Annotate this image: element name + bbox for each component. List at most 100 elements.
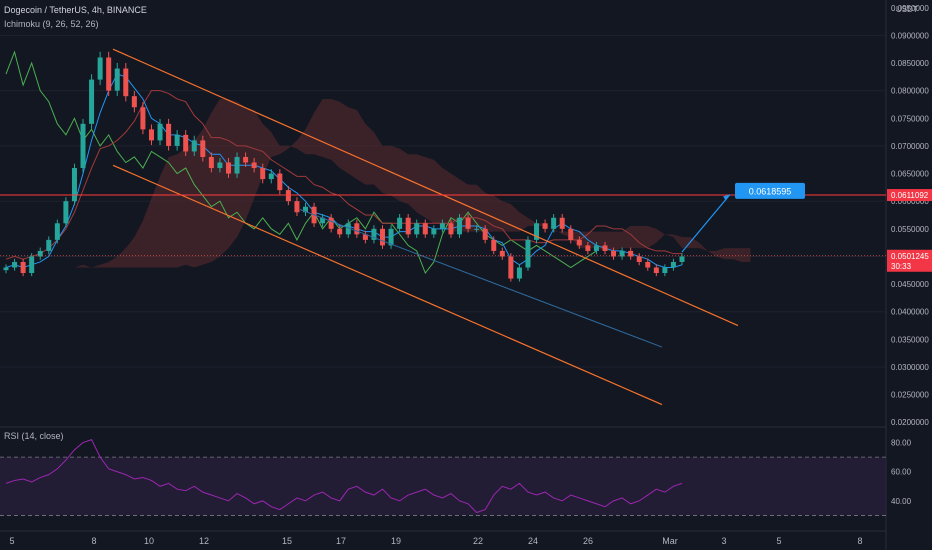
candle-body — [593, 245, 599, 251]
price-tick-label: 0.0400000 — [891, 308, 929, 317]
candle-body — [525, 239, 531, 268]
price-tick-label: 0.0200000 — [891, 418, 929, 427]
resistance-badge-text: 0.0611092 — [891, 191, 929, 200]
channel-lower-line — [112, 164, 663, 406]
candle-body — [12, 261, 18, 268]
rsi-tick-label: 80.00 — [891, 439, 912, 448]
price-tick-label: 0.0300000 — [891, 363, 929, 372]
time-tick-label: 24 — [528, 536, 538, 546]
candle-body — [234, 156, 240, 174]
candle-body — [568, 228, 574, 240]
ichimoku-lagging-span — [5, 50, 597, 275]
time-tick-label: 12 — [199, 536, 209, 546]
price-tick-label: 0.0700000 — [891, 142, 929, 151]
candle-body — [397, 217, 403, 229]
price-tick-label: 0.0450000 — [891, 280, 929, 289]
candle-body — [611, 250, 617, 257]
candle-body — [422, 223, 428, 235]
time-tick-label: Mar — [662, 536, 678, 546]
candle-body — [29, 256, 35, 274]
candle-body — [294, 201, 300, 213]
candle-body — [63, 201, 69, 224]
resistance-badge — [887, 189, 932, 202]
symbol-title[interactable]: Dogecoin / TetherUS, 4h, BINANCE — [4, 5, 147, 15]
candle-body — [80, 123, 86, 169]
candle-body — [371, 228, 377, 240]
candle-body — [628, 250, 634, 257]
price-tick-label: 0.0750000 — [891, 114, 929, 123]
target-label-box — [735, 182, 805, 199]
time-tick-label: 5 — [9, 536, 14, 546]
time-tick-label: 19 — [391, 536, 401, 546]
candle-body — [662, 267, 668, 274]
time-tick-label: 15 — [282, 536, 292, 546]
candle-body — [465, 217, 471, 229]
candle-body — [277, 173, 283, 191]
candle-body — [46, 239, 52, 251]
candle-body — [97, 57, 103, 80]
candle-body — [508, 256, 514, 279]
candle-body — [328, 217, 334, 229]
candle-body — [320, 217, 326, 224]
candle-body — [457, 217, 463, 235]
price-tick-label: 0.0650000 — [891, 170, 929, 179]
time-tick-label: 3 — [721, 536, 726, 546]
candle-body — [670, 261, 676, 268]
time-tick-label: 8 — [91, 536, 96, 546]
price-tick-label: 0.0950000 — [891, 4, 929, 13]
candle-body — [54, 223, 60, 240]
candle-body — [362, 234, 368, 240]
candle-body — [653, 267, 659, 274]
candle-body — [37, 250, 43, 257]
candle-body — [200, 140, 206, 157]
current-price-text: 0.0501245 — [891, 252, 929, 261]
time-tick-label: 10 — [144, 536, 154, 546]
candle-body — [619, 250, 625, 257]
target-label: 0.0618595 — [749, 186, 792, 196]
candle-body — [405, 217, 411, 235]
ichimoku-legend[interactable]: Ichimoku (9, 26, 52, 26) — [4, 19, 99, 29]
candle-body — [551, 217, 557, 229]
countdown-text: 30:33 — [891, 262, 912, 271]
candle-body — [439, 223, 445, 229]
candle-body — [106, 57, 112, 91]
candle-body — [260, 168, 266, 180]
candle-body — [448, 223, 454, 235]
current-price-badge — [887, 249, 932, 272]
price-tick-label: 0.0550000 — [891, 225, 929, 234]
candle-body — [679, 256, 685, 262]
candle-body — [148, 129, 154, 141]
price-tick-label: 0.0350000 — [891, 335, 929, 344]
price-tick-label: 0.0600000 — [891, 197, 929, 206]
candle-body — [302, 206, 308, 213]
candle-body — [559, 217, 565, 229]
candle-body — [474, 228, 480, 230]
candle-body — [431, 228, 437, 235]
price-tick-label: 0.0900000 — [891, 31, 929, 40]
candle-body — [285, 190, 291, 202]
price-tick-label: 0.0850000 — [891, 59, 929, 68]
candle-body — [345, 223, 351, 235]
rsi-legend[interactable]: RSI (14, close) — [4, 431, 64, 441]
candle-body — [499, 250, 505, 257]
price-tick-label: 0.0800000 — [891, 87, 929, 96]
candle-body — [602, 245, 608, 251]
time-tick-label: 5 — [776, 536, 781, 546]
candle-body — [516, 267, 522, 279]
time-tick-label: 17 — [336, 536, 346, 546]
price-tick-label: 0.0250000 — [891, 391, 929, 400]
rsi-tick-label: 60.00 — [891, 468, 912, 477]
candle-body — [542, 223, 548, 229]
candle-body — [123, 68, 129, 97]
candle-body — [166, 123, 172, 146]
candle-body — [636, 256, 642, 262]
candle-body — [140, 107, 146, 130]
target-arrow-line — [681, 194, 731, 253]
candle-body — [268, 173, 274, 180]
time-tick-label: 26 — [583, 536, 593, 546]
channel-mid-line — [299, 209, 663, 348]
candle-body — [114, 68, 120, 91]
candle-body — [20, 261, 26, 274]
candle-body — [225, 162, 231, 174]
